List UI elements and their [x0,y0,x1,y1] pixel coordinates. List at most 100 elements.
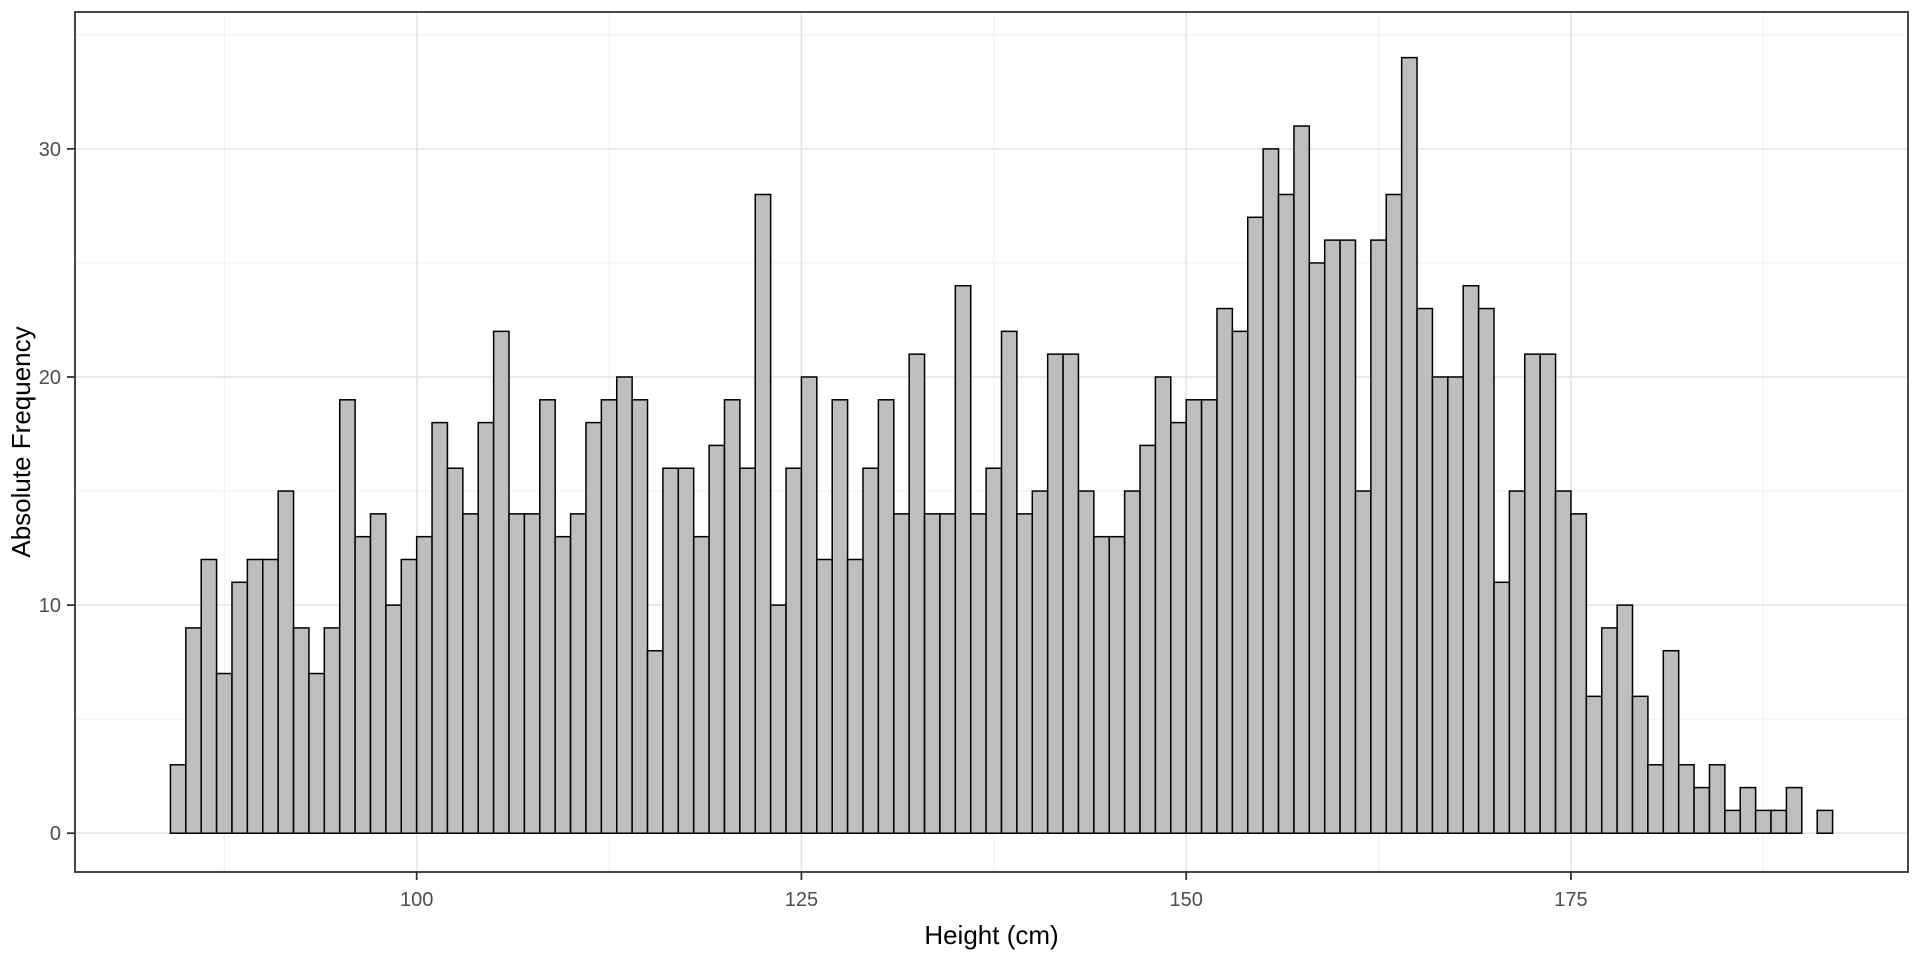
histogram-bar [1739,786,1757,834]
histogram-bar [1462,284,1480,834]
histogram-bar [431,421,449,834]
histogram-bar [908,353,926,834]
histogram-bar [1339,239,1357,834]
histogram-bar [1108,535,1126,834]
histogram-bar [1216,307,1234,834]
histogram-bar [169,764,187,834]
histogram-bar [1170,421,1187,834]
histogram-bar [600,399,618,834]
histogram-bar [1631,695,1649,834]
x-tick-label: 125 [785,889,818,911]
histogram-bar [1447,376,1464,834]
axis-tick-marks [67,147,1572,880]
histogram-bar [569,513,587,834]
histogram-bar [800,376,818,834]
histogram-bar [969,513,987,834]
y-tick-label: 20 [39,367,61,389]
histogram-bar [754,193,772,834]
histogram-bar [1416,307,1434,834]
histogram-bar [246,558,264,834]
histogram-bar [1600,627,1618,834]
histogram-bar [277,490,295,834]
histogram-bar [677,467,695,834]
histogram-bar [877,399,895,834]
histogram-bar [1247,216,1264,834]
histogram-bar [1770,809,1788,834]
histogram-bar [1231,330,1249,834]
histogram-bar [200,558,218,834]
histogram-bar [1400,56,1418,834]
histogram-bar [1554,490,1572,834]
histogram-bar [1724,809,1741,834]
histogram-bar [831,399,849,834]
histogram-bar [1647,764,1665,834]
histogram-bar [1539,353,1557,834]
histogram-bar [492,330,510,834]
histogram-bar [846,558,864,834]
histogram-bar [415,535,433,834]
histogram-bar [893,513,910,834]
y-axis-title: Absolute Frequency [6,326,36,557]
histogram-bar [631,399,649,834]
histogram-bar [262,558,279,834]
histogram-bar [385,604,403,834]
histogram-bar [554,535,572,834]
histogram-bar [662,467,680,834]
histogram-bar [508,513,526,834]
x-axis-title: Height (cm) [924,920,1058,950]
histogram-bar [646,649,664,834]
histogram-bars [169,56,1834,834]
histogram-bar [1585,695,1603,834]
histogram-bar [1000,330,1018,834]
x-tick-label: 150 [1170,889,1203,911]
x-tick-label: 100 [400,889,433,911]
histogram-bar [1139,444,1157,834]
histogram-bar [1277,193,1295,834]
histogram-bar [231,581,249,834]
histogram-bar [1323,239,1341,834]
histogram-bar [1308,262,1326,834]
histogram-bar [1077,490,1095,834]
histogram-bar [739,467,757,834]
histogram-bar [939,513,957,834]
histogram-bar [1200,399,1218,834]
panel-border [74,11,1909,873]
histogram-bar [1524,353,1541,834]
histogram-bar [816,558,833,834]
histogram-bar [1293,125,1311,834]
histogram-bar [1385,193,1403,834]
histogram-bar [708,444,726,834]
histogram-bar [862,467,880,834]
histogram-bar [585,421,603,834]
histogram-bar [723,399,741,834]
histogram-bar [923,513,941,834]
y-tick-label: 0 [50,823,61,845]
histogram-bar [1154,376,1172,834]
y-tick-label: 30 [39,139,61,161]
histogram-bar [1093,535,1110,834]
histogram-bar [615,376,633,834]
histogram-bar [323,627,341,834]
y-tick-label: 10 [39,595,61,617]
histogram-bar [1046,353,1064,834]
histogram-bar [1570,513,1588,834]
histogram-bar [1031,490,1049,834]
histogram-bar [769,604,787,834]
histogram-bar [1662,649,1680,834]
histogram-bar [539,399,556,834]
histogram-bar [446,467,464,834]
histogram-bar [1262,148,1280,834]
histogram-bar [400,558,418,834]
histogram-bar [1785,786,1803,834]
histogram-bar [1062,353,1080,834]
histogram-bar [785,467,803,834]
histogram-bar [477,421,495,834]
histogram-bar [354,535,372,834]
histogram-bar [985,467,1003,834]
histogram-bar [1708,764,1726,834]
axis-tick-labels: 0 10 20 30 100 125 150 175 [39,139,1588,911]
histogram-bar [1693,786,1711,834]
histogram-bar [1493,581,1511,834]
